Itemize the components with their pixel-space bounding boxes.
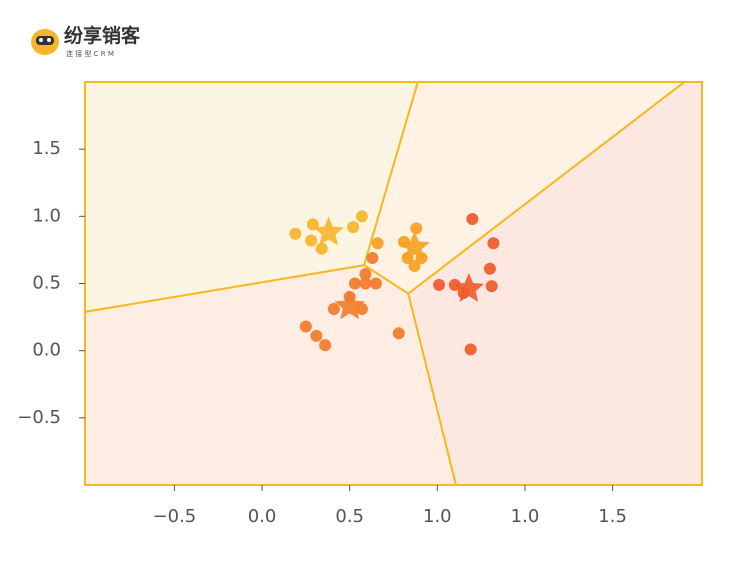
point (319, 339, 332, 352)
point (487, 237, 500, 250)
point (299, 320, 312, 333)
logo-eye (39, 38, 43, 42)
logo-eye (47, 38, 51, 42)
logo-name: 纷享销客 (64, 24, 141, 47)
logo: 纷享销客 连 接 型 C R M (31, 24, 141, 58)
point (366, 251, 379, 264)
centroid (399, 231, 430, 261)
y-tick-label: 0.0 (32, 340, 61, 361)
point (483, 262, 496, 275)
point (466, 213, 479, 226)
x-tick-label: 1.0 (423, 506, 452, 527)
x-tick-label: 0.0 (248, 506, 277, 527)
logo-tagline: 连 接 型 C R M (66, 49, 114, 58)
centroid (334, 290, 365, 320)
point (327, 303, 340, 316)
x-tick-label: 1.0 (511, 506, 540, 527)
y-tick-label: −0.5 (17, 407, 61, 428)
region (407, 81, 703, 486)
point (305, 234, 318, 247)
x-tick-label: 0.5 (335, 506, 364, 527)
point (310, 329, 323, 342)
point (359, 277, 372, 290)
region (84, 264, 458, 486)
point (392, 327, 405, 340)
point (371, 237, 384, 250)
point (410, 222, 423, 235)
x-tick-label: 1.5 (598, 506, 627, 527)
centroid (453, 272, 485, 302)
y-tick-label: 1.0 (32, 205, 61, 226)
point (348, 277, 361, 290)
point (464, 343, 477, 356)
point (408, 260, 421, 273)
point (347, 221, 360, 234)
x-tick-label: −0.5 (153, 506, 197, 527)
point (355, 210, 368, 223)
point (359, 268, 372, 281)
point (433, 278, 446, 291)
logo-eyes (36, 36, 54, 45)
centroid (313, 216, 344, 246)
point (315, 242, 328, 255)
y-tick-label: 0.5 (32, 273, 61, 294)
point (485, 280, 498, 293)
y-tick-label: 1.5 (32, 138, 61, 159)
point (289, 227, 302, 240)
point (369, 277, 382, 290)
